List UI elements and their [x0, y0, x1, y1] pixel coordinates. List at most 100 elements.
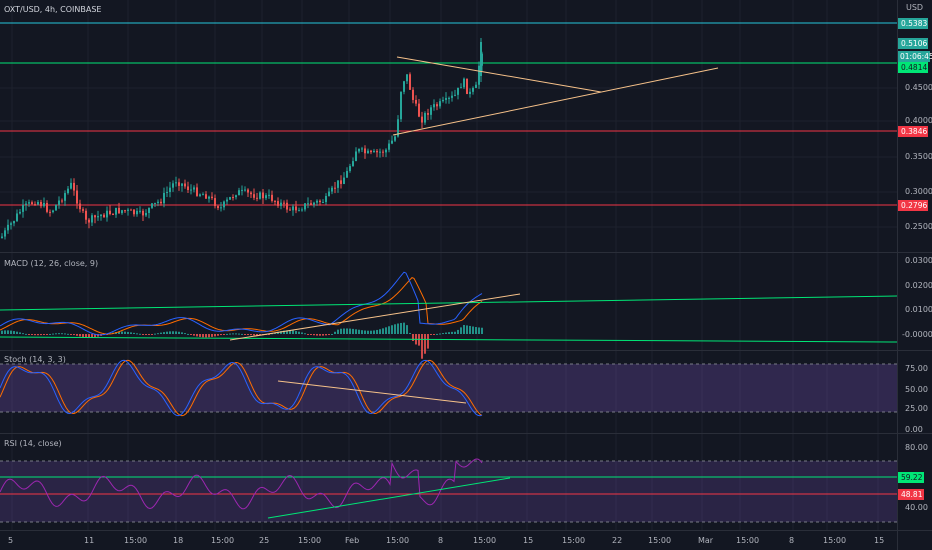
candle-body — [301, 209, 303, 211]
candle-body — [91, 215, 93, 223]
macd-bar — [268, 334, 270, 335]
candle-body — [16, 213, 18, 222]
macd-trendline[interactable] — [229, 293, 521, 341]
candle-body — [232, 197, 234, 199]
trendline-upper[interactable] — [396, 56, 602, 93]
macd-channel-lower[interactable] — [0, 336, 898, 343]
candle-body — [70, 182, 72, 189]
time-tick: 15 — [523, 536, 533, 545]
candle-body — [220, 207, 222, 209]
macd-bar — [442, 333, 444, 335]
macd-title[interactable]: MACD (12, 26, close, 9) — [4, 259, 98, 268]
currency-label: USD — [906, 3, 923, 12]
candle-body — [19, 211, 21, 214]
candle-body — [480, 42, 482, 76]
candle-body — [286, 202, 288, 210]
macd-bar — [424, 334, 426, 354]
candle-body — [367, 150, 369, 154]
macd-bar — [343, 328, 345, 334]
candle-body — [352, 161, 354, 167]
macd-bar — [124, 331, 126, 334]
price-tag: 0.2796 — [901, 201, 927, 210]
candle-body — [196, 187, 198, 196]
candle-body — [13, 221, 15, 224]
macd-bar — [91, 334, 93, 338]
macd-bar — [190, 334, 192, 335]
macd-bar — [241, 333, 243, 335]
macd-bar — [151, 334, 153, 335]
macd-bar — [334, 331, 336, 334]
candle-body — [40, 201, 42, 207]
rsi-title[interactable]: RSI (14, close) — [4, 439, 62, 448]
stoch-title[interactable]: Stoch (14, 3, 3) — [4, 355, 66, 364]
candle-body — [469, 91, 471, 94]
macd-bar — [298, 331, 300, 334]
macd-bar — [286, 330, 288, 334]
candle-body — [82, 209, 84, 211]
macd-bar — [400, 322, 402, 334]
macd-bar — [148, 334, 150, 335]
candle-body — [55, 204, 57, 211]
macd-bar — [214, 334, 216, 337]
macd-bar — [58, 333, 60, 335]
macd-bar — [34, 334, 36, 336]
candle-body — [277, 201, 279, 206]
price-tag-bg — [898, 126, 928, 137]
macd-channel-upper[interactable] — [0, 295, 898, 311]
macd-bar — [193, 334, 195, 336]
macd-bar — [409, 332, 411, 334]
macd-bar — [28, 334, 30, 335]
candle-body — [34, 204, 36, 206]
macd-bar — [139, 333, 141, 335]
macd-bar — [313, 334, 315, 336]
macd-bar — [463, 325, 465, 334]
macd-bar — [1, 330, 3, 334]
macd-bar — [205, 334, 207, 338]
symbol-title[interactable]: OXT/USD, 4h, COINBASE — [4, 5, 101, 14]
macd-bar — [316, 334, 318, 336]
candle-body — [43, 203, 45, 207]
stoch-trendline[interactable] — [277, 380, 467, 404]
candle-body — [229, 197, 231, 200]
macd-bar — [283, 330, 285, 334]
rsi-trendline[interactable] — [267, 477, 511, 519]
macd-bar — [235, 333, 237, 335]
candle-body — [319, 200, 321, 203]
time-tick: 18 — [173, 536, 183, 545]
price-tag-bg — [898, 18, 928, 29]
candle-body — [358, 148, 360, 152]
macd-bar — [88, 334, 90, 338]
candle-body — [250, 192, 252, 195]
macd-bar — [46, 334, 48, 335]
price-tag-bg — [898, 62, 928, 73]
candle-body — [235, 195, 237, 198]
candle-body — [400, 91, 402, 120]
candle-body — [166, 191, 168, 193]
candle-body — [334, 187, 336, 189]
time-axis[interactable]: 5 11 15:00 18 15:00 25 15:00 Feb 15:00 8… — [8, 536, 884, 545]
macd-bar — [40, 334, 42, 336]
candle-body — [391, 140, 393, 144]
candle-body — [151, 203, 153, 208]
candlestick-series[interactable] — [1, 38, 483, 240]
price-tick: 0.4500 — [905, 83, 932, 92]
macd-bar — [376, 329, 378, 334]
candle-body — [289, 209, 291, 211]
rsi-tag-bg — [898, 489, 924, 500]
macd-bar — [211, 334, 213, 337]
macd-bar — [226, 333, 228, 335]
candle-body — [256, 197, 258, 199]
macd-bar — [121, 331, 123, 334]
candle-body — [106, 210, 108, 218]
candle-body — [448, 97, 450, 99]
candle-body — [433, 104, 435, 108]
candle-body — [478, 65, 480, 85]
candle-body — [4, 230, 6, 237]
time-tick: Mar — [698, 536, 714, 545]
time-tick: 15 — [874, 536, 884, 545]
macd-bar — [127, 331, 129, 334]
candle-body — [73, 182, 75, 191]
trendline-lower[interactable] — [392, 67, 719, 136]
macd-bar — [142, 334, 144, 335]
